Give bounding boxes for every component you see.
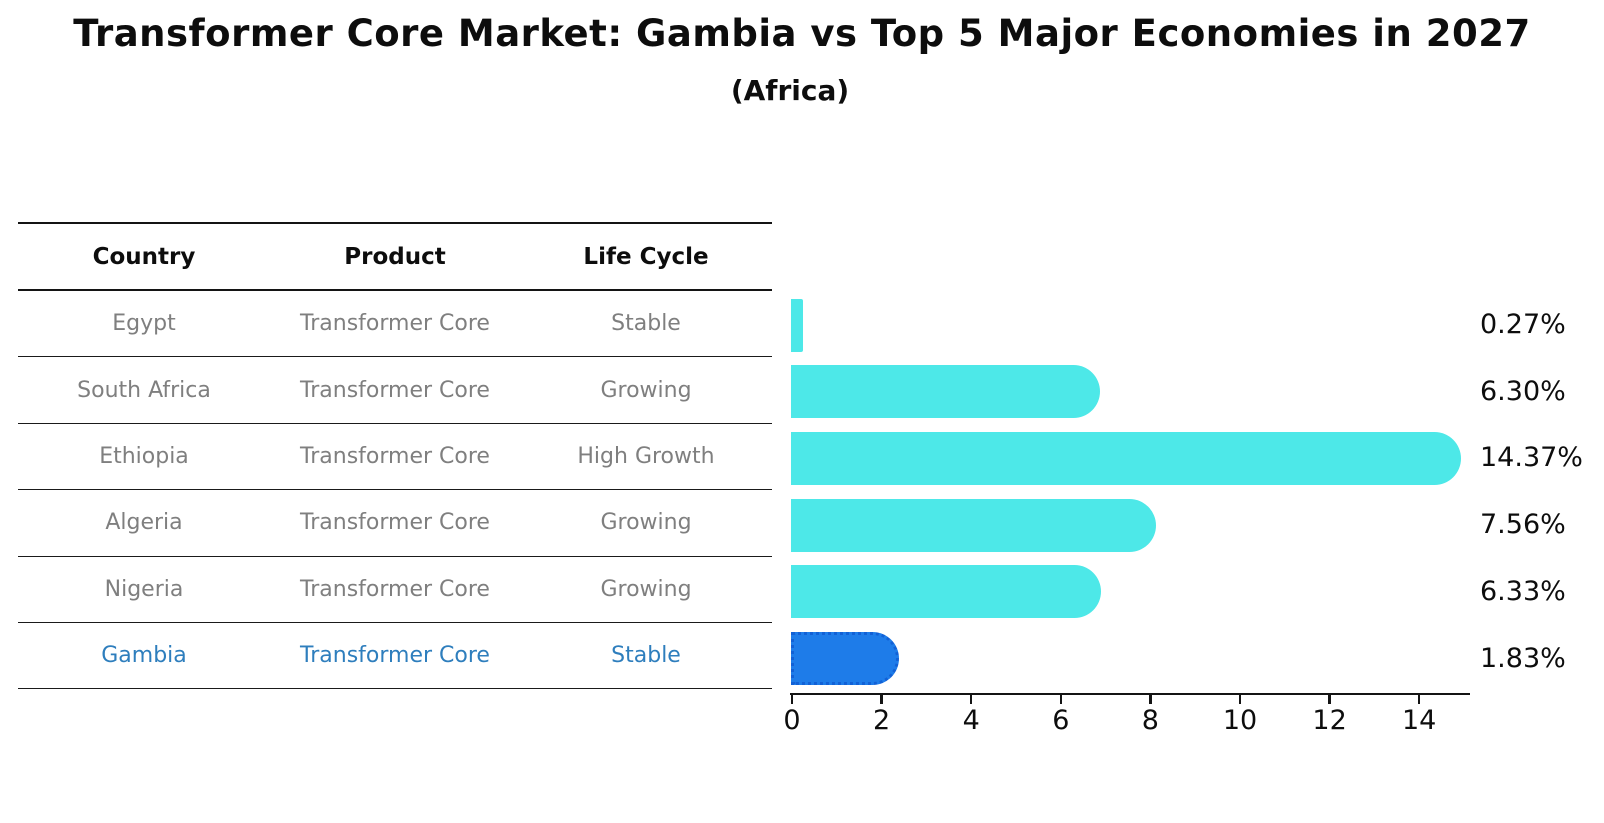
life-cycle-cell: Growing: [600, 576, 692, 602]
bar-nigeria: [791, 565, 1102, 619]
table-row-algeria: Algeria Transformer Core Growing: [18, 490, 772, 557]
product-cell: Transformer Core: [300, 443, 490, 469]
value-label-algeria: 7.56%: [1480, 509, 1566, 541]
life-cycle-cell: Growing: [600, 377, 692, 403]
chart-subtitle: (Africa): [730, 74, 850, 107]
x-tick-label-0: 0: [783, 705, 801, 736]
table-row-south-africa: South Africa Transformer Core Growing: [18, 357, 772, 424]
value-label-south-africa: 6.30%: [1480, 375, 1566, 407]
table-header-row: Country Product Life Cycle: [18, 222, 772, 291]
chart-title: Transformer Core Market: Gambia vs Top 5…: [73, 12, 1531, 55]
product-cell: Transformer Core: [300, 510, 490, 536]
country-cell: Nigeria: [104, 576, 184, 602]
x-tick-0: [790, 694, 794, 704]
country-cell: South Africa: [77, 377, 211, 403]
product-cell: Transformer Core: [300, 377, 490, 403]
country-cell: Ethiopia: [99, 443, 189, 469]
bar-ethiopia: [791, 431, 1462, 485]
table-header-life-cycle: Life Cycle: [583, 243, 709, 270]
table-row-egypt: Egypt Transformer Core Stable: [18, 291, 772, 358]
x-tick-8: [1149, 694, 1152, 704]
value-label-nigeria: 6.33%: [1480, 575, 1566, 607]
x-tick-label-8: 8: [1141, 705, 1159, 736]
life-cycle-cell: Stable: [611, 643, 681, 669]
bar-egypt: [791, 298, 804, 352]
x-tick-2: [880, 694, 883, 704]
life-cycle-cell: Growing: [600, 510, 692, 536]
x-tick-10: [1238, 694, 1242, 704]
x-tick-14: [1417, 694, 1421, 704]
table-header-country: Country: [92, 243, 196, 270]
product-cell: Transformer Core: [300, 311, 490, 337]
life-cycle-cell: High Growth: [577, 443, 715, 469]
table-row-ethiopia: Ethiopia Transformer Core High Growth: [18, 424, 772, 491]
table-body: Egypt Transformer Core Stable South Africa T…: [18, 291, 772, 690]
value-label-gambia: 1.83%: [1480, 642, 1566, 674]
x-tick-6: [1059, 694, 1063, 704]
x-tick-4: [969, 694, 973, 704]
product-cell: Transformer Core: [300, 576, 490, 602]
bar-south-africa: [791, 365, 1100, 419]
country-table: Country Product Life Cycle Egypt Transfor…: [18, 222, 772, 690]
x-tick-label-10: 10: [1222, 705, 1258, 736]
bar-gambia: [791, 632, 900, 686]
x-tick-label-6: 6: [1052, 705, 1070, 736]
table-row-nigeria: Nigeria Transformer Core Growing: [18, 557, 772, 623]
x-tick-12: [1328, 694, 1331, 704]
table-row-gambia: Gambia Transformer Core Stable: [18, 623, 772, 690]
x-tick-label-4: 4: [962, 705, 980, 736]
product-cell: Transformer Core: [300, 643, 490, 669]
value-label-egypt: 0.27%: [1480, 309, 1566, 340]
x-axis-line: [790, 692, 1470, 696]
life-cycle-cell: Stable: [611, 311, 681, 337]
table-header-product: Product: [344, 243, 446, 270]
x-tick-label-12: 12: [1312, 705, 1347, 736]
bar-algeria: [791, 498, 1157, 552]
country-cell: Gambia: [101, 643, 187, 669]
country-cell: Algeria: [105, 510, 183, 536]
country-cell: Egypt: [112, 311, 176, 337]
value-label-ethiopia: 14.37%: [1480, 442, 1583, 474]
x-tick-label-2: 2: [873, 705, 891, 736]
x-tick-label-14: 14: [1402, 705, 1437, 736]
